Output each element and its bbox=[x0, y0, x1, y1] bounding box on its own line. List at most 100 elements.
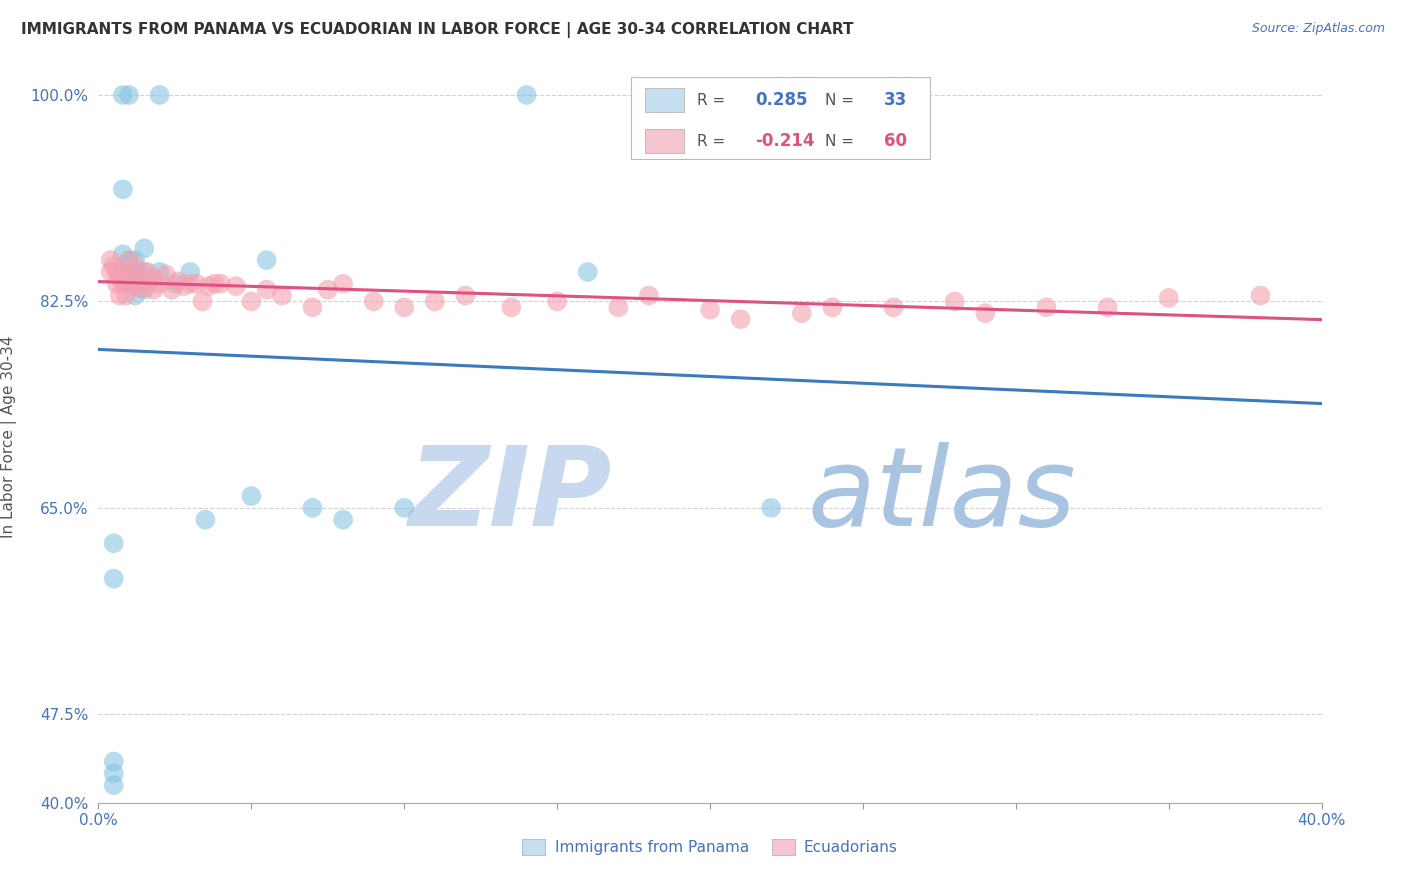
Point bbox=[392, 301, 416, 315]
Point bbox=[209, 277, 232, 291]
Point bbox=[136, 277, 159, 291]
Point bbox=[225, 279, 247, 293]
Point bbox=[501, 301, 523, 315]
Text: N =: N = bbox=[825, 134, 859, 149]
Point bbox=[730, 312, 752, 326]
Point bbox=[118, 277, 141, 291]
Point bbox=[118, 265, 141, 279]
Point bbox=[637, 288, 661, 302]
Point bbox=[142, 270, 165, 285]
Point bbox=[191, 294, 214, 309]
Point bbox=[240, 489, 263, 503]
Point bbox=[974, 306, 997, 320]
Point bbox=[105, 277, 128, 291]
Point bbox=[118, 270, 141, 285]
Point bbox=[301, 301, 323, 315]
Text: N =: N = bbox=[825, 93, 859, 108]
Point bbox=[118, 253, 141, 268]
Point bbox=[129, 281, 152, 295]
Point bbox=[173, 279, 195, 293]
Point bbox=[332, 513, 354, 527]
Point bbox=[301, 500, 323, 515]
Point bbox=[111, 182, 134, 196]
Point bbox=[108, 270, 131, 285]
Point bbox=[454, 288, 477, 302]
Point bbox=[790, 306, 813, 320]
Point bbox=[270, 288, 292, 302]
Point bbox=[546, 294, 568, 309]
Point bbox=[105, 265, 128, 279]
Point bbox=[108, 288, 131, 302]
Point bbox=[134, 241, 156, 255]
Point bbox=[111, 247, 134, 261]
Point bbox=[363, 294, 385, 309]
Point bbox=[118, 277, 141, 291]
Point bbox=[256, 283, 278, 297]
Point bbox=[118, 87, 141, 102]
Point bbox=[155, 267, 177, 281]
Point bbox=[124, 274, 146, 288]
Point bbox=[163, 277, 186, 291]
Point bbox=[124, 259, 146, 273]
Point bbox=[256, 253, 278, 268]
Point bbox=[103, 536, 125, 550]
Point bbox=[1035, 301, 1057, 315]
Point bbox=[111, 277, 134, 291]
Point bbox=[129, 267, 152, 281]
Point bbox=[423, 294, 446, 309]
Point bbox=[943, 294, 966, 309]
Text: 60: 60 bbox=[884, 132, 907, 150]
Point bbox=[103, 766, 125, 780]
Point bbox=[124, 265, 146, 279]
Point bbox=[179, 277, 201, 291]
Bar bbox=[645, 129, 685, 153]
Point bbox=[1249, 288, 1271, 302]
Point bbox=[167, 274, 190, 288]
Point bbox=[100, 265, 122, 279]
Point bbox=[576, 265, 599, 279]
Point bbox=[136, 265, 159, 279]
Point bbox=[1097, 301, 1119, 315]
Point bbox=[149, 265, 172, 279]
Point bbox=[179, 265, 201, 279]
Point bbox=[134, 283, 156, 297]
Point bbox=[134, 265, 156, 279]
Point bbox=[124, 279, 146, 293]
Text: Source: ZipAtlas.com: Source: ZipAtlas.com bbox=[1251, 22, 1385, 36]
Point bbox=[111, 265, 134, 279]
Point bbox=[197, 279, 219, 293]
Point bbox=[699, 302, 721, 317]
Point bbox=[1157, 291, 1180, 305]
Point bbox=[124, 277, 146, 291]
Point bbox=[240, 294, 263, 309]
Point bbox=[392, 500, 416, 515]
Point bbox=[124, 253, 146, 268]
Point bbox=[103, 572, 125, 586]
Point bbox=[759, 500, 782, 515]
Point bbox=[111, 265, 134, 279]
Point bbox=[160, 283, 183, 297]
Text: atlas: atlas bbox=[808, 442, 1077, 549]
Legend: Immigrants from Panama, Ecuadorians: Immigrants from Panama, Ecuadorians bbox=[516, 833, 904, 861]
Point bbox=[883, 301, 905, 315]
Point bbox=[100, 253, 122, 268]
Point bbox=[103, 755, 125, 769]
Point bbox=[115, 288, 138, 302]
Point bbox=[103, 778, 125, 792]
Point bbox=[149, 277, 172, 291]
Point bbox=[607, 301, 630, 315]
Point bbox=[204, 277, 226, 291]
Text: IMMIGRANTS FROM PANAMA VS ECUADORIAN IN LABOR FORCE | AGE 30-34 CORRELATION CHAR: IMMIGRANTS FROM PANAMA VS ECUADORIAN IN … bbox=[21, 22, 853, 38]
Point bbox=[111, 87, 134, 102]
Point bbox=[516, 87, 538, 102]
Point bbox=[186, 277, 208, 291]
Text: R =: R = bbox=[696, 93, 730, 108]
Text: 33: 33 bbox=[884, 91, 907, 109]
Y-axis label: In Labor Force | Age 30-34: In Labor Force | Age 30-34 bbox=[1, 335, 17, 539]
Point bbox=[149, 87, 172, 102]
Point bbox=[111, 270, 134, 285]
Point bbox=[821, 301, 844, 315]
Point bbox=[316, 283, 339, 297]
Point bbox=[124, 288, 146, 302]
Point bbox=[118, 253, 141, 268]
